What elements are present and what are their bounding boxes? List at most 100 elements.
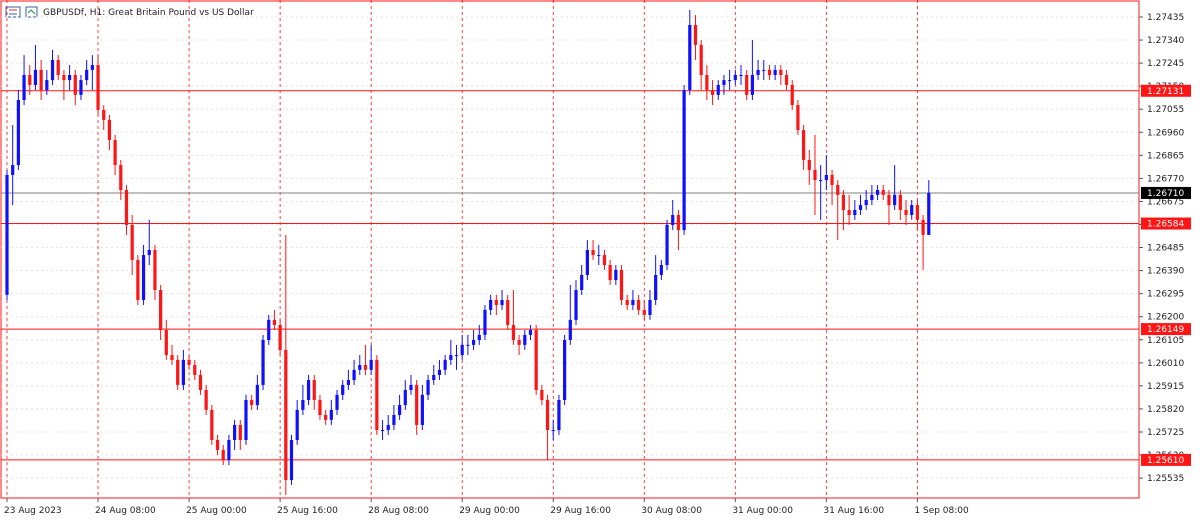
candle-body: [346, 380, 350, 385]
candle-body: [278, 324, 282, 350]
candle-body: [676, 215, 681, 231]
candle-body: [483, 309, 487, 335]
y-tick-label: 1.26960: [1147, 128, 1184, 138]
candle-body: [289, 439, 294, 481]
candle-body: [33, 69, 38, 85]
candle-body: [750, 74, 754, 95]
plot-frame: [0, 0, 1140, 499]
price-level-label: 1.27131: [1147, 87, 1184, 97]
candle-body: [420, 394, 424, 425]
candle-body: [466, 344, 470, 346]
candle-body: [79, 80, 83, 95]
candle-body: [318, 399, 322, 415]
price-level-label: 1.26584: [1147, 220, 1184, 230]
x-tick-label: 29 Aug 00:00: [459, 506, 520, 516]
candle-body: [790, 84, 794, 106]
candle-body: [369, 359, 373, 370]
y-tick-label: 1.27245: [1147, 59, 1184, 69]
candle-body: [62, 74, 66, 81]
x-tick-label: 1 Sep 08:00: [914, 506, 969, 516]
candle-body: [910, 205, 914, 216]
candle-body: [238, 424, 242, 440]
candle-body: [16, 99, 20, 166]
candle-body: [625, 299, 629, 306]
candle-body: [67, 74, 72, 81]
candle-body: [665, 224, 669, 266]
candle-body: [449, 355, 453, 360]
candle-body: [693, 24, 698, 45]
x-tick-label: 31 Aug 00:00: [732, 506, 793, 516]
candle-body: [898, 194, 902, 210]
price-level-label: 1.25610: [1147, 456, 1184, 466]
x-tick-label: 25 Aug 16:00: [277, 506, 338, 516]
candle-body: [233, 424, 237, 440]
candle-body: [341, 384, 345, 395]
x-tick-label: 29 Aug 16:00: [550, 506, 611, 516]
candle-body: [648, 299, 652, 316]
candle-body: [460, 344, 464, 356]
price-level-box: [1141, 323, 1191, 336]
candle-body: [619, 269, 624, 300]
candle-body: [847, 209, 851, 216]
candle-body: [824, 174, 828, 181]
candle-body: [22, 74, 26, 100]
price-level-label: 1.26710: [1147, 189, 1184, 199]
candle-body: [563, 340, 567, 400]
x-tick-label: 25 Aug 00:00: [186, 506, 247, 516]
candle-body: [784, 74, 789, 85]
candle-body: [881, 190, 885, 195]
price-level-box: [1141, 453, 1191, 466]
candle-body: [130, 224, 134, 260]
candle-body: [494, 299, 498, 306]
candle-body: [113, 140, 117, 166]
candle-body: [557, 399, 561, 431]
candle-body: [28, 74, 32, 85]
candle-body: [454, 355, 459, 357]
candle-body: [119, 165, 123, 191]
candle-body: [875, 190, 880, 195]
candle-body: [830, 174, 834, 185]
candle-body: [380, 430, 385, 432]
candle-body: [887, 194, 891, 206]
candle-body: [767, 69, 772, 75]
candle-body: [710, 90, 715, 95]
candle-body: [352, 369, 356, 381]
candle-body: [636, 299, 641, 310]
y-tick-label: 1.27340: [1147, 36, 1184, 46]
candle-body: [699, 44, 703, 75]
candle-body: [107, 119, 112, 141]
candle-body: [602, 255, 607, 266]
chart-title: GBPUSDf, H1: Great Britain Pound vs US D…: [43, 8, 254, 18]
candle-body: [159, 290, 163, 331]
candle-body: [773, 69, 777, 75]
candle-body: [96, 65, 100, 110]
y-tick-label: 1.27435: [1147, 13, 1184, 23]
candle-body: [50, 59, 55, 81]
candle-body: [642, 309, 646, 316]
price-level-box: [1141, 186, 1191, 199]
candle-body: [124, 190, 129, 225]
candle-body: [443, 359, 447, 370]
y-tick-label: 1.25820: [1147, 405, 1184, 415]
candle-body: [654, 274, 658, 300]
candle-body: [853, 209, 857, 216]
candle-body: [324, 415, 328, 420]
candle-body: [272, 319, 277, 325]
y-tick-label: 1.26485: [1147, 244, 1184, 254]
candle-body: [244, 399, 248, 440]
candle-body: [329, 409, 333, 420]
candle-body: [580, 274, 584, 291]
candle-body: [506, 299, 510, 325]
candle-body: [5, 174, 9, 295]
candle-body: [807, 159, 811, 170]
candle-body: [375, 359, 379, 431]
y-tick-label: 1.25725: [1147, 428, 1184, 438]
candle-body: [722, 80, 726, 85]
candle-body: [11, 165, 15, 175]
candle-body: [261, 340, 265, 385]
candle-body: [813, 169, 817, 181]
candle-body: [841, 194, 846, 210]
x-tick-label: 31 Aug 16:00: [823, 506, 884, 516]
candle-body: [471, 340, 476, 345]
